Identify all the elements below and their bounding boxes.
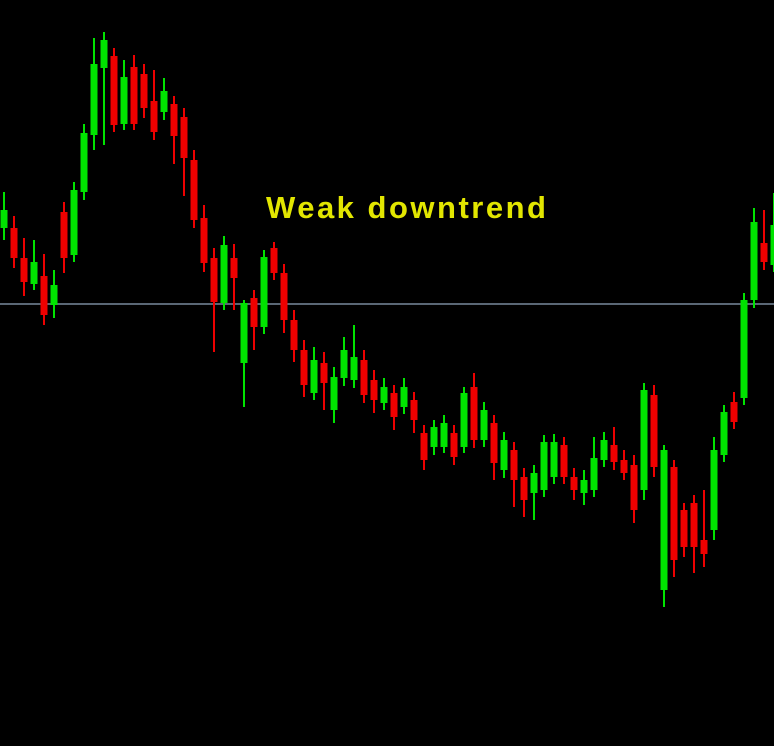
candle-body [690, 503, 698, 547]
candle-body [40, 276, 48, 315]
candle-body [310, 360, 318, 393]
candle-body [500, 440, 508, 470]
candle-body [620, 460, 628, 473]
candle-body [100, 40, 108, 68]
candle-body [180, 117, 188, 158]
candle-body [90, 64, 98, 135]
candle-body [600, 440, 608, 460]
candle-body [240, 303, 248, 363]
candle-body [120, 77, 128, 124]
candle-body [160, 91, 168, 112]
candle-body [750, 222, 758, 300]
candle-body [680, 510, 688, 547]
candle-body [710, 450, 718, 530]
candle-body [210, 258, 218, 302]
candle-body [430, 427, 438, 447]
candle-body [60, 212, 68, 258]
candle-body [200, 218, 208, 263]
candle-body [110, 56, 118, 125]
candle-body [320, 363, 328, 383]
candle-body [140, 74, 148, 108]
candle-body [720, 412, 728, 455]
candle-body [650, 395, 658, 467]
candle-body [150, 101, 158, 132]
candle-body [30, 262, 38, 284]
candle-body [260, 257, 268, 327]
candle-body [70, 190, 78, 255]
candle-body [630, 465, 638, 510]
candle-body [20, 258, 28, 282]
horizontal-level-line [0, 303, 774, 305]
candle-wick [353, 325, 355, 388]
candle-body [550, 442, 558, 477]
candle-wick [763, 210, 765, 270]
candle-body [560, 445, 568, 477]
candle-body [640, 390, 648, 490]
candle-body [250, 298, 258, 327]
candle-body [380, 387, 388, 403]
candle-body [50, 285, 58, 305]
candle-body [130, 67, 138, 124]
candle-body [400, 387, 408, 407]
candle-body [280, 273, 288, 320]
candle-body [340, 350, 348, 378]
candle-body [580, 480, 588, 493]
candle-body [520, 477, 528, 500]
candle-body [700, 540, 708, 554]
candle-body [410, 400, 418, 420]
candle-body [350, 357, 358, 380]
candle-body [530, 473, 538, 493]
candle-body [330, 377, 338, 410]
candle-body [470, 387, 478, 440]
candle-body [300, 350, 308, 385]
candle-body [590, 458, 598, 490]
candle-wick [103, 32, 105, 145]
candle-body [420, 433, 428, 460]
candle-body [230, 258, 238, 278]
candle-body [570, 477, 578, 490]
trend-annotation: Weak downtrend [266, 190, 549, 225]
candle-body [0, 210, 8, 228]
candle-body [730, 402, 738, 422]
candle-body [670, 467, 678, 560]
candle-body [610, 445, 618, 462]
candle-body [390, 393, 398, 417]
candle-body [220, 245, 228, 303]
candles-layer [0, 32, 774, 607]
candle-body [190, 160, 198, 220]
candle-body [270, 248, 278, 273]
candle-body [80, 133, 88, 192]
candle-body [540, 442, 548, 490]
candle-body [450, 433, 458, 457]
candle-body [770, 225, 774, 265]
candle-body [480, 410, 488, 440]
candle-wick [703, 490, 705, 567]
candle-body [660, 450, 668, 590]
candle-body [760, 243, 768, 262]
candle-body [740, 300, 748, 398]
candle-body [460, 393, 468, 447]
candle-body [510, 450, 518, 480]
candle-body [490, 423, 498, 463]
candle-body [370, 380, 378, 400]
candle-body [10, 228, 18, 258]
candle-body [170, 104, 178, 136]
candle-body [440, 423, 448, 447]
candle-body [290, 320, 298, 350]
candle-body [360, 360, 368, 395]
